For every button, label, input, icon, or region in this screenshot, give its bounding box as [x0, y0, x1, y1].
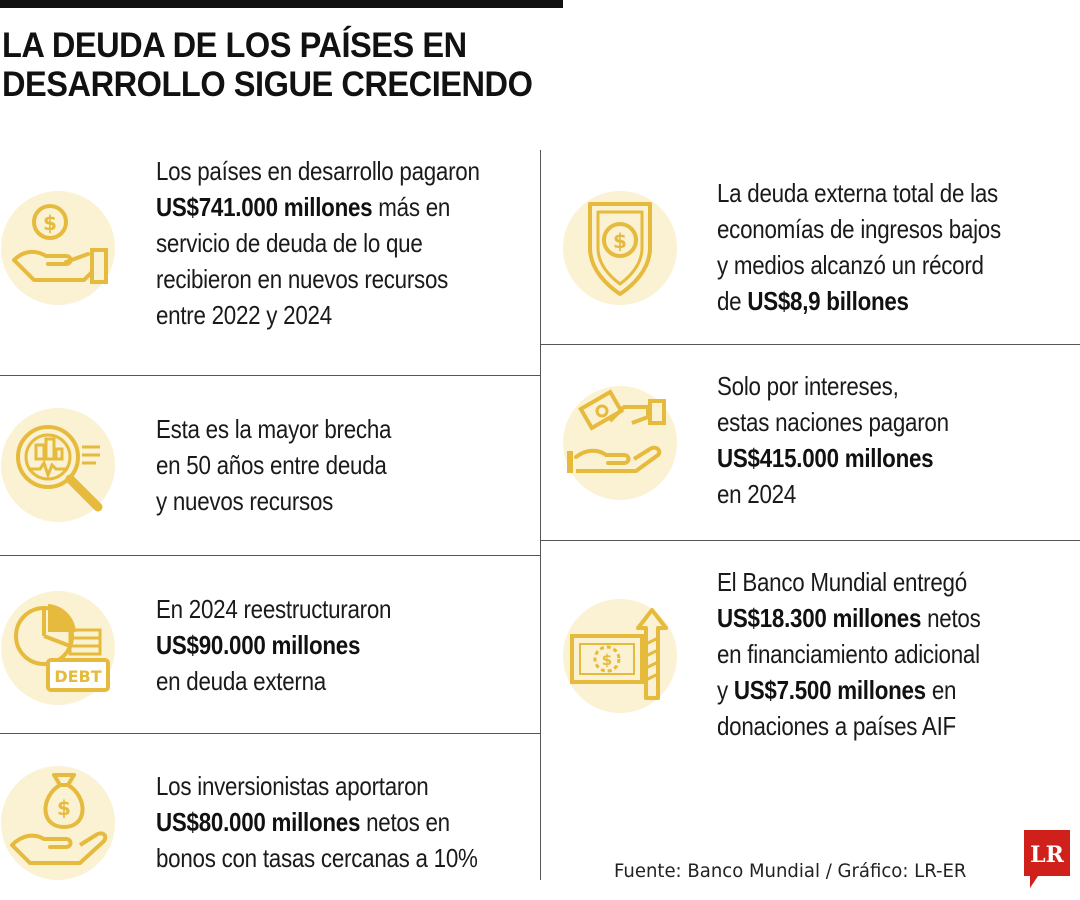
fact-text-interest: Solo por intereses, estas naciones pagar… — [717, 368, 949, 512]
fact-text-investors: Los inversionistas aportaron US$80.000 m… — [156, 768, 478, 876]
fact-text-debt-service: Los países en desarrollo pagaron US$741.… — [156, 153, 480, 333]
text-line: en financiamiento adicional — [717, 639, 980, 669]
text-line: en 2024 — [717, 479, 797, 509]
text-line: US$18.300 millones netos — [717, 603, 981, 633]
text-line: economías de ingresos bajos — [717, 214, 1001, 244]
row-divider-right-1 — [540, 344, 1080, 345]
svg-text:$: $ — [43, 211, 57, 235]
text-line: Solo por intereses, — [717, 371, 899, 401]
text-line: servicio de deuda de lo que — [156, 228, 423, 258]
svg-text:$: $ — [57, 796, 71, 820]
text-line: y nuevos recursos — [156, 486, 334, 516]
row-divider-left-1 — [0, 375, 540, 376]
text-line: en deuda externa — [156, 666, 326, 696]
title-line-1: LA DEUDA DE LOS PAÍSES EN — [2, 26, 467, 65]
text-line: estas naciones pagaron — [717, 407, 949, 437]
text-line: Los países en desarrollo pagaron — [156, 156, 480, 186]
svg-text:$: $ — [602, 651, 612, 669]
text-line: donaciones a países AIF — [717, 711, 956, 741]
text-line: US$80.000 millones netos en — [156, 807, 450, 837]
column-divider — [540, 150, 541, 880]
debt-pie-icon: DEBT — [0, 590, 116, 706]
text-line: La deuda externa total de las — [717, 178, 998, 208]
fact-text-external-debt: La deuda externa total de las economías … — [717, 175, 1001, 319]
svg-text:LR: LR — [1030, 842, 1064, 868]
text-line: El Banco Mundial entregó — [717, 567, 967, 597]
money-exchange-hands-icon — [562, 385, 678, 501]
text-line: En 2024 reestructuraron — [156, 594, 392, 624]
text-line: entre 2022 y 2024 — [156, 300, 332, 330]
text-line: en 50 años entre deuda — [156, 450, 387, 480]
text-line: US$90.000 millones — [156, 630, 361, 660]
magnifier-chart-icon — [0, 407, 116, 523]
source-credit: Fuente: Banco Mundial / Gráfico: LR-ER — [614, 860, 967, 882]
text-line: US$741.000 millones más en — [156, 192, 451, 222]
row-divider-left-2 — [0, 555, 540, 556]
title-line-2: DESARROLLO SIGUE CRECIENDO — [2, 65, 533, 104]
row-divider-left-3 — [0, 733, 540, 734]
fact-text-restructured: En 2024 reestructuraron US$90.000 millon… — [156, 591, 391, 699]
money-bag-hand-icon: $ — [0, 765, 116, 881]
text-line: US$415.000 millones — [717, 443, 934, 473]
text-line: y US$7.500 millones en — [717, 675, 957, 705]
top-rule — [0, 0, 563, 8]
fact-text-gap: Esta es la mayor brecha en 50 años entre… — [156, 411, 391, 519]
svg-text:$: $ — [613, 229, 627, 253]
svg-text:DEBT: DEBT — [54, 667, 101, 686]
text-line: Los inversionistas aportaron — [156, 771, 429, 801]
shield-dollar-icon: $ — [562, 190, 678, 306]
row-divider-right-2 — [540, 540, 1080, 541]
text-line: recibieron en nuevos recursos — [156, 264, 449, 294]
text-line: Esta es la mayor brecha — [156, 414, 392, 444]
text-line: y medios alcanzó un récord — [717, 250, 984, 280]
lr-logo: LR — [1024, 830, 1070, 888]
page-title: LA DEUDA DE LOS PAÍSES EN DESARROLLO SIG… — [2, 26, 560, 104]
banknote-arrow-up-icon: $ — [562, 598, 678, 714]
text-line: de US$8,9 billones — [717, 286, 909, 316]
fact-text-world-bank: El Banco Mundial entregó US$18.300 millo… — [717, 564, 981, 744]
text-line: bonos con tasas cercanas a 10% — [156, 843, 478, 873]
hand-coin-icon: $ — [0, 190, 116, 306]
